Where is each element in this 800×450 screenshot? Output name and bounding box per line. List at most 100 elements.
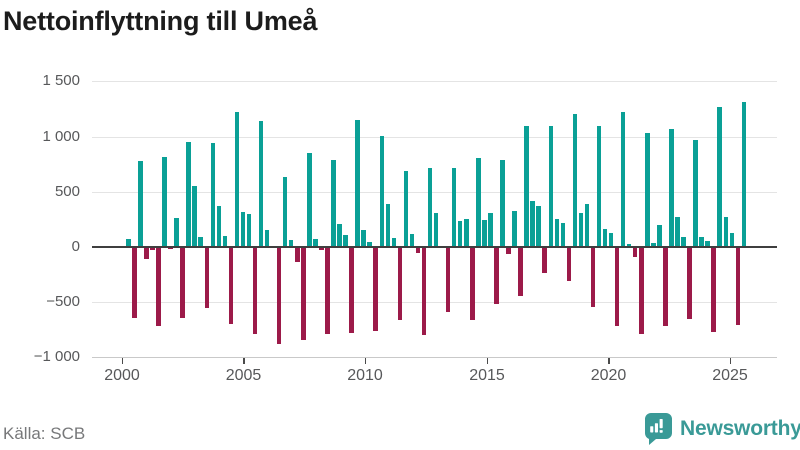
- x-axis-tick: [486, 358, 488, 365]
- bar-2012Q4: [433, 212, 439, 247]
- bar-2019Q1: [584, 204, 590, 247]
- x-axis-label: 2010: [347, 367, 383, 385]
- bar-2024Q3: [717, 106, 722, 247]
- bar-2005Q2: [252, 247, 258, 335]
- bar-2025Q1: [729, 233, 735, 247]
- bar-2008Q2: [325, 247, 330, 335]
- bar-2009Q4: [361, 230, 366, 247]
- bar-2021Q4: [651, 243, 656, 247]
- bar-2015Q1: [488, 213, 493, 247]
- bar-2023Q2: [687, 247, 692, 320]
- bar-2008Q3: [331, 160, 336, 247]
- bar-2007Q1: [295, 247, 300, 263]
- bar-2002Q3: [186, 142, 191, 247]
- gridline: [92, 302, 777, 304]
- bar-2011Q3: [403, 171, 409, 247]
- bar-2010Q4: [385, 204, 391, 247]
- bar-2003Q3: [210, 143, 216, 247]
- bar-2019Q2: [590, 247, 596, 307]
- bar-2024Q2: [711, 247, 716, 332]
- newsworthy-logo-icon: [644, 413, 672, 445]
- bar-2011Q1: [391, 238, 397, 247]
- bar-2023Q1: [681, 236, 686, 247]
- bar-2016Q4: [530, 200, 535, 247]
- gridline: [92, 81, 777, 83]
- bar-2022Q2: [663, 247, 668, 326]
- x-axis-label: 2000: [104, 367, 140, 385]
- bar-2003Q1: [198, 237, 203, 247]
- y-axis-label: 0: [71, 238, 80, 255]
- bar-2018Q2: [566, 247, 572, 281]
- bar-2000Q4: [144, 247, 149, 260]
- bar-2003Q2: [204, 247, 209, 308]
- x-axis-label: 2025: [712, 367, 748, 385]
- bar-2006Q2: [276, 247, 282, 345]
- bar-2014Q2: [470, 247, 475, 321]
- bar-2001Q3: [162, 157, 167, 247]
- x-axis-label: 2015: [469, 367, 505, 385]
- x-axis-tick: [608, 358, 610, 365]
- bar-2001Q4: [168, 247, 173, 250]
- bar-2010Q1: [367, 242, 372, 247]
- bar-2009Q1: [343, 235, 348, 247]
- bar-2018Q3: [572, 113, 578, 247]
- bar-2018Q1: [560, 222, 566, 247]
- bar-2023Q4: [699, 236, 704, 247]
- bar-2007Q4: [313, 239, 318, 247]
- bar-2000Q2: [132, 247, 137, 318]
- bar-2015Q2: [494, 247, 499, 304]
- bar-2004Q1: [222, 235, 228, 247]
- bar-2025Q3: [741, 102, 747, 247]
- bar-2020Q2: [614, 247, 620, 326]
- bar-2012Q3: [427, 168, 433, 247]
- y-axis-label: 1 500: [42, 72, 80, 90]
- bar-2023Q3: [693, 140, 698, 247]
- bar-2006Q3: [282, 177, 288, 247]
- bar-2016Q3: [524, 126, 529, 247]
- bar-2016Q1: [512, 210, 517, 247]
- bar-2010Q3: [379, 136, 385, 247]
- bar-2008Q1: [319, 247, 324, 250]
- bar-2017Q3: [548, 126, 553, 247]
- bar-2007Q2: [301, 247, 306, 341]
- gridline: [92, 136, 777, 138]
- bar-2013Q2: [445, 247, 451, 312]
- newsworthy-logo: Newsworthy: [644, 412, 800, 445]
- bar-2000Q3: [138, 160, 143, 247]
- bar-2015Q4: [506, 247, 511, 255]
- bar-2017Q1: [536, 205, 541, 247]
- x-axis-label: 2005: [225, 367, 262, 385]
- bar-2001Q2: [156, 247, 161, 327]
- y-axis-label: 1 000: [42, 127, 80, 145]
- x-axis-tick: [364, 358, 366, 365]
- bar-2009Q3: [355, 120, 360, 247]
- bar-2007Q3: [307, 153, 312, 247]
- bar-2009Q2: [349, 247, 354, 334]
- x-axis-tick: [121, 358, 123, 365]
- bar-2017Q4: [554, 219, 560, 247]
- bar-2012Q2: [421, 247, 427, 335]
- bar-2018Q4: [578, 213, 584, 247]
- source-note: Källa: SCB: [3, 424, 86, 443]
- bar-2002Q4: [192, 185, 197, 247]
- bar-2020Q4: [626, 244, 632, 247]
- zero-line: [92, 246, 777, 248]
- bar-2015Q3: [500, 160, 505, 247]
- bar-2001Q1: [150, 247, 155, 250]
- bar-2019Q4: [602, 229, 608, 247]
- bar-2003Q4: [216, 206, 222, 247]
- bar-2005Q1: [246, 213, 252, 247]
- bar-2006Q4: [288, 239, 294, 247]
- bar-2014Q3: [476, 157, 481, 247]
- bar-2002Q2: [180, 247, 185, 319]
- bar-2019Q3: [596, 125, 602, 247]
- newsworthy-logo-text: Newsworthy: [680, 416, 800, 440]
- bar-2013Q3: [451, 167, 457, 247]
- bar-2025Q2: [735, 247, 741, 325]
- bar-2020Q1: [608, 232, 614, 247]
- bar-2021Q1: [632, 247, 638, 258]
- bar-2022Q4: [675, 216, 680, 247]
- x-axis-label: 2020: [590, 367, 627, 385]
- bar-2017Q2: [542, 247, 547, 273]
- bar-2024Q1: [705, 240, 710, 247]
